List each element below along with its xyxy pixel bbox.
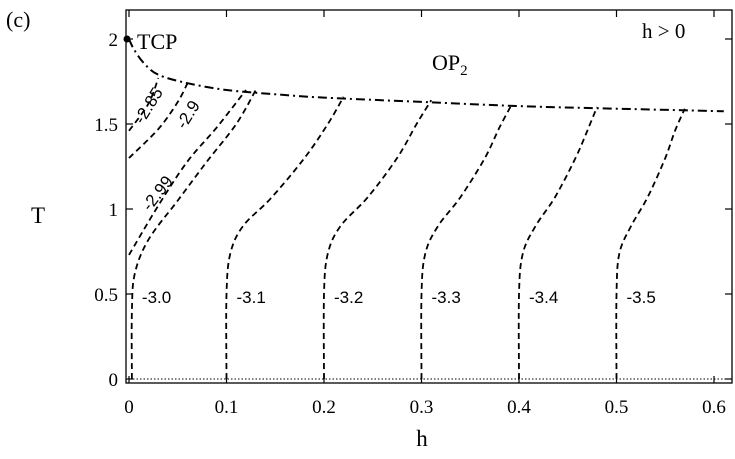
contour-label: -3.5 xyxy=(627,288,656,307)
tcp-label: TCP xyxy=(137,29,177,54)
y-tick-label: 0 xyxy=(109,370,119,391)
y-axis-label: T xyxy=(31,203,45,228)
plot-frame xyxy=(125,9,733,384)
x-tick-label: 0.1 xyxy=(215,397,239,418)
y-tick-label: 0.5 xyxy=(94,285,118,306)
contour-label: -3.2 xyxy=(334,288,363,307)
contour-line xyxy=(128,89,247,256)
x-tick-label: 0.2 xyxy=(312,397,336,418)
x-tick-label: 0.6 xyxy=(702,397,726,418)
contour-line xyxy=(420,103,513,380)
contour-line xyxy=(225,96,345,380)
contour-label: -3.0 xyxy=(142,288,171,307)
phase-boundary-line xyxy=(128,38,724,113)
contour-label: -2.85 xyxy=(130,84,167,127)
contour-label: -3.1 xyxy=(237,288,266,307)
panel-label: (c) xyxy=(6,7,30,32)
phase-label-subscript: 2 xyxy=(460,63,468,79)
x-tick-label: 0.5 xyxy=(605,397,629,418)
y-tick-labels: 0 0.5 1 1.5 2 xyxy=(94,30,118,391)
y-tick-label: 2 xyxy=(109,30,119,51)
x-tick-label: 0.3 xyxy=(410,397,434,418)
axis-ticks xyxy=(126,10,732,383)
contour-label: -3.4 xyxy=(529,288,558,307)
contour-line xyxy=(517,106,598,380)
axes-frame xyxy=(125,9,733,384)
contour-line xyxy=(128,77,160,132)
contour-line xyxy=(130,89,257,380)
phase-label: OP2 xyxy=(432,50,468,79)
tcp-point-marker xyxy=(123,35,131,43)
y-tick-label: 1 xyxy=(109,200,119,221)
contour-line xyxy=(322,99,433,380)
x-tick-label: 0 xyxy=(124,397,134,418)
condition-label: h > 0 xyxy=(642,19,685,43)
x-tick-labels: 0 0.1 0.2 0.3 0.4 0.5 0.6 xyxy=(124,397,726,418)
contour-label: -3.3 xyxy=(432,288,461,307)
x-axis-label: h xyxy=(416,426,428,451)
contour-line xyxy=(615,108,686,380)
contour-lines xyxy=(128,77,686,380)
contour-labels: -2.85 -2.9-2.99-3.0 -3.1 -3.2 -3.3 -3.4 -3.5 xyxy=(130,84,656,307)
x-tick-label: 0.4 xyxy=(507,397,531,418)
phase-label-main: OP xyxy=(432,50,460,75)
y-tick-label: 1.5 xyxy=(94,115,118,136)
